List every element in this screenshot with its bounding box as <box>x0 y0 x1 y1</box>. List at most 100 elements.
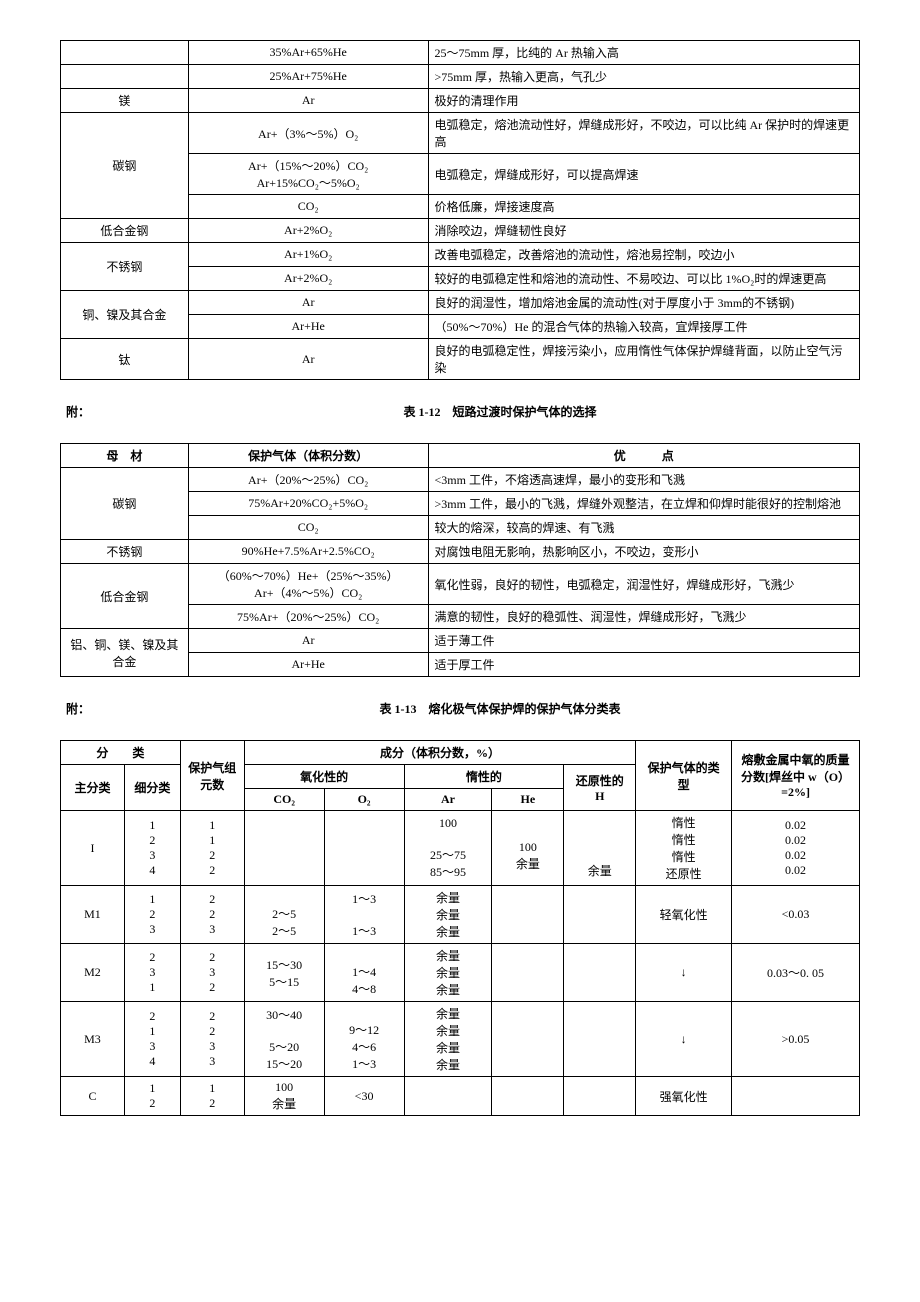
cell-h <box>564 1002 636 1077</box>
cell-note: 消除咬边，焊缝韧性良好 <box>428 219 859 243</box>
cell-co2: 2～52～5 <box>244 886 324 944</box>
cell-type: ↓ <box>636 944 732 1002</box>
table-row: 钛Ar良好的电弧稳定性，焊接污染小，应用惰性气体保护焊缝背面，以防止空气污染 <box>61 339 860 380</box>
t3-head-co2: CO₂ <box>244 789 324 811</box>
cell-gas: Ar+1%O₂ <box>188 243 428 267</box>
cell-material <box>61 41 189 65</box>
cell-note: >3mm 工件，最小的飞溅，焊缝外观整洁，在立焊和仰焊时能很好的控制熔池 <box>428 492 859 516</box>
t2-head-advantage: 优 点 <box>428 444 859 468</box>
cell-note: 氧化性弱，良好的韧性，电弧稳定，润湿性好，焊缝成形好，飞溅少 <box>428 564 859 605</box>
t3-head-comp: 成分（体积分数，%） <box>244 741 635 765</box>
cell-material: 碳钢 <box>61 468 189 540</box>
cell-note: 较大的熔深，较高的焊速、有飞溅 <box>428 516 859 540</box>
cell-o2: 1～31～3 <box>324 886 404 944</box>
cell-note: 改善电弧稳定，改善熔池的流动性，熔池易控制，咬边小 <box>428 243 859 267</box>
cell-material: 不锈钢 <box>61 243 189 291</box>
cell-he: 100余量 <box>492 811 564 886</box>
cell-material: 低合金钢 <box>61 219 189 243</box>
cell-ar: 10025～7585～95 <box>404 811 492 886</box>
cell-ar: 余量余量余量余量 <box>404 1002 492 1077</box>
cell-note: （50%～70%）He 的混合气体的热输入较高，宜焊接厚工件 <box>428 315 859 339</box>
cell-groups: 12 <box>180 1077 244 1116</box>
cell-ar <box>404 1077 492 1116</box>
t3-head-oxid: 氧化性的 <box>244 765 404 789</box>
cell-gas: Ar <box>188 629 428 653</box>
cell-gas: 90%He+7.5%Ar+2.5%CO₂ <box>188 540 428 564</box>
cell-gas: Ar <box>188 89 428 113</box>
cell-gas: Ar+2%O₂ <box>188 219 428 243</box>
cell-wO: <0.03 <box>732 886 860 944</box>
table-short-circuit-gas: 母 材 保护气体（体积分数） 优 点 碳钢Ar+（20%～25%）CO₂<3mm… <box>60 443 860 677</box>
t3-head-o2: O₂ <box>324 789 404 811</box>
cell-note: 良好的电弧稳定性，焊接污染小，应用惰性气体保护焊缝背面，以防止空气污染 <box>428 339 859 380</box>
table-row: 低合金钢Ar+2%O₂消除咬边，焊缝韧性良好 <box>61 219 860 243</box>
cell-gas: CO₂ <box>188 516 428 540</box>
cell-note: 电弧稳定，焊缝成形好，可以提高焊速 <box>428 154 859 195</box>
cell-main: M2 <box>61 944 125 1002</box>
cell-ar: 余量余量余量 <box>404 886 492 944</box>
cell-note: >75mm 厚，热输入更高，气孔少 <box>428 65 859 89</box>
cell-note: 25～75mm 厚，比纯的 Ar 热输入高 <box>428 41 859 65</box>
cell-h <box>564 944 636 1002</box>
t3-head-wO: 熔敷金属中氧的质量分数[焊丝中 w（O）=2%] <box>732 741 860 811</box>
cell-h <box>564 1077 636 1116</box>
t3-head-ar: Ar <box>404 789 492 811</box>
cell-sub: 1234 <box>124 811 180 886</box>
cell-main: M3 <box>61 1002 125 1077</box>
table-row: 35%Ar+65%He25～75mm 厚，比纯的 Ar 热输入高 <box>61 41 860 65</box>
table3-caption-prefix: 附： <box>60 697 300 720</box>
table-gas-selection-continued: 35%Ar+65%He25～75mm 厚，比纯的 Ar 热输入高25%Ar+75… <box>60 40 860 380</box>
table-row: 铜、镍及其合金Ar良好的润湿性，增加熔池金属的流动性(对于厚度小于 3mm的不锈… <box>61 291 860 315</box>
cell-main: C <box>61 1077 125 1116</box>
cell-gas: 75%Ar+20%CO₂+5%O₂ <box>188 492 428 516</box>
cell-gas: Ar+He <box>188 315 428 339</box>
cell-note: 极好的清理作用 <box>428 89 859 113</box>
cell-note: 良好的润湿性，增加熔池金属的流动性(对于厚度小于 3mm的不锈钢) <box>428 291 859 315</box>
cell-gas: Ar <box>188 339 428 380</box>
cell-gas: CO₂ <box>188 195 428 219</box>
cell-note: 适于薄工件 <box>428 629 859 653</box>
cell-material: 低合金钢 <box>61 564 189 629</box>
cell-type: 轻氧化性 <box>636 886 732 944</box>
table-row: 碳钢Ar+（20%～25%）CO₂<3mm 工件，不熔透高速焊，最小的变形和飞溅 <box>61 468 860 492</box>
cell-co2: 30～405～2015～20 <box>244 1002 324 1077</box>
cell-wO <box>732 1077 860 1116</box>
cell-sub: 123 <box>124 886 180 944</box>
cell-gas: Ar+（15%～20%）CO₂Ar+15%CO₂～5%O₂ <box>188 154 428 195</box>
cell-note: 对腐蚀电阻无影响，热影响区小，不咬边，变形小 <box>428 540 859 564</box>
t3-head-inert: 惰性的 <box>404 765 564 789</box>
cell-note: 适于厚工件 <box>428 653 859 677</box>
cell-gas: （60%～70%）He+（25%～35%）Ar+（4%～5%）CO₂ <box>188 564 428 605</box>
cell-h: 余量 <box>564 811 636 886</box>
cell-groups: 1122 <box>180 811 244 886</box>
table-row: C1212100余量<30强氧化性 <box>61 1077 860 1116</box>
cell-note: 价格低廉，焊接速度高 <box>428 195 859 219</box>
cell-main: I <box>61 811 125 886</box>
cell-wO: 0.020.020.020.02 <box>732 811 860 886</box>
table-row: 不锈钢Ar+1%O₂改善电弧稳定，改善熔池的流动性，熔池易控制，咬边小 <box>61 243 860 267</box>
cell-sub: 12 <box>124 1077 180 1116</box>
table2-caption: 附： 表 1-12 短路过渡时保护气体的选择 <box>60 400 860 423</box>
cell-note: <3mm 工件，不熔透高速焊，最小的变形和飞溅 <box>428 468 859 492</box>
table-row: 低合金钢（60%～70%）He+（25%～35%）Ar+（4%～5%）CO₂氧化… <box>61 564 860 605</box>
cell-o2: <30 <box>324 1077 404 1116</box>
cell-groups: 223 <box>180 886 244 944</box>
table-row: I1234112210025～7585～95100余量余量惰性惰性惰性还原性0.… <box>61 811 860 886</box>
table-row: 不锈钢90%He+7.5%Ar+2.5%CO₂对腐蚀电阻无影响，热影响区小，不咬… <box>61 540 860 564</box>
cell-co2 <box>244 811 324 886</box>
table2-caption-title: 表 1-12 短路过渡时保护气体的选择 <box>300 400 700 423</box>
table3-caption: 附： 表 1-13 熔化极气体保护焊的保护气体分类表 <box>60 697 860 720</box>
cell-gas: 35%Ar+65%He <box>188 41 428 65</box>
cell-o2: 1～44～8 <box>324 944 404 1002</box>
cell-gas: Ar <box>188 291 428 315</box>
table-row: M11232232～52～51～31～3余量余量余量轻氧化性<0.03 <box>61 886 860 944</box>
cell-note: 满意的韧性，良好的稳弧性、润湿性，焊缝成形好，飞溅少 <box>428 605 859 629</box>
cell-material: 不锈钢 <box>61 540 189 564</box>
cell-ar: 余量余量余量 <box>404 944 492 1002</box>
table-row: 镁Ar极好的清理作用 <box>61 89 860 113</box>
cell-groups: 232 <box>180 944 244 1002</box>
table-row: 铝、铜、镁、镍及其合金Ar适于薄工件 <box>61 629 860 653</box>
cell-material: 碳钢 <box>61 113 189 219</box>
t3-head-he: He <box>492 789 564 811</box>
t3-head-class: 分 类 <box>61 741 181 765</box>
